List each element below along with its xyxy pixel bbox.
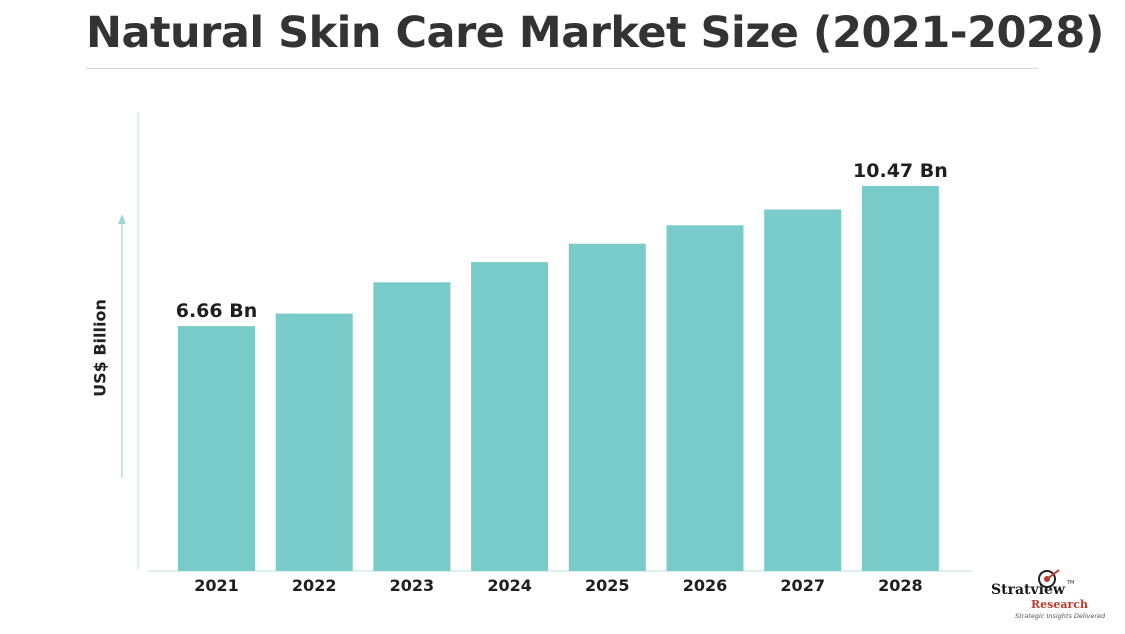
data-label-2021: 6.66 Bn xyxy=(176,300,258,322)
bar-2026 xyxy=(666,225,744,572)
x-tick-label: 2024 xyxy=(487,576,532,595)
y-arrow-head xyxy=(118,214,126,224)
logo-trademark: TM xyxy=(1067,580,1075,586)
bar-2028 xyxy=(861,186,939,571)
bars-group: 2021 6.66 Bn 2022 2023 2024 2025 2026 2027 2028 1… xyxy=(176,160,948,595)
logo-name: Stratview xyxy=(991,582,1065,598)
chart-title: Natural Skin Care Market Size (2021-2028… xyxy=(86,8,1104,58)
data-label-2028: 10.47 Bn xyxy=(853,160,948,182)
x-tick-label: 2023 xyxy=(390,576,435,595)
title-divider xyxy=(86,68,1038,69)
x-tick-label: 2028 xyxy=(878,576,923,595)
x-tick-label: 2027 xyxy=(780,576,825,595)
logo-tagline: Strategic Insights Delivered xyxy=(1015,612,1106,620)
bar-2023 xyxy=(373,282,451,571)
logo-subtitle: Research xyxy=(1031,598,1088,611)
bar-2024 xyxy=(471,262,549,571)
x-tick-label: 2025 xyxy=(585,576,630,595)
x-tick-label: 2026 xyxy=(683,576,728,595)
x-tick-label: 2022 xyxy=(292,576,337,595)
bar-2022 xyxy=(275,313,353,571)
y-axis-label: US$ Billion xyxy=(91,299,110,397)
stratview-logo: Stratview TM Research Strategic Insights… xyxy=(985,568,1105,624)
x-tick-label: 2021 xyxy=(194,576,239,595)
bar-2027 xyxy=(764,209,842,571)
bar-2021 xyxy=(178,326,255,571)
bar-2025 xyxy=(568,243,646,571)
logo-target-icon xyxy=(1038,569,1060,588)
